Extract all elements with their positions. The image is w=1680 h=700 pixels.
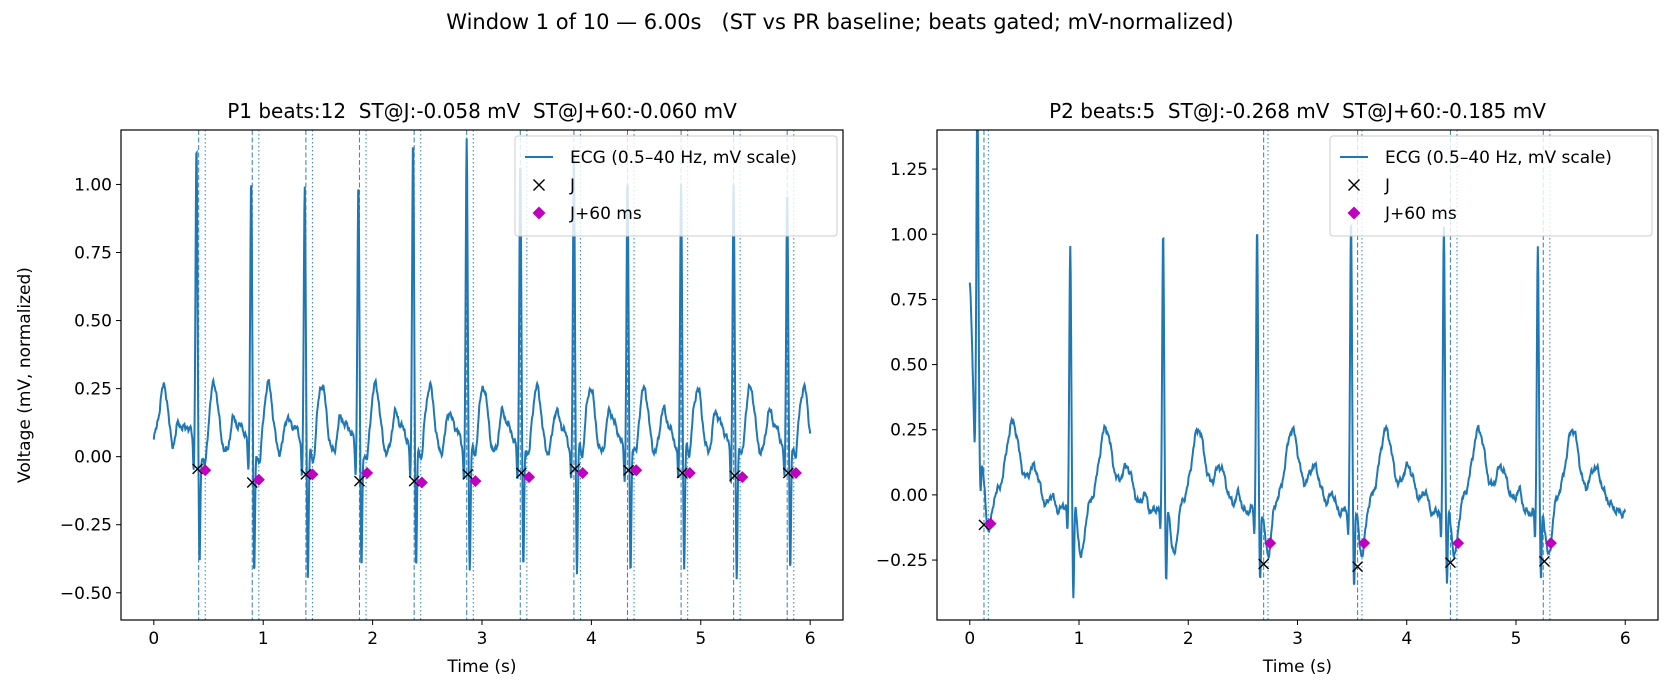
x-tick-label: 4	[586, 629, 597, 649]
j60-markers	[984, 517, 1557, 550]
x-tick-label: 5	[695, 629, 706, 649]
legend-j-swatch	[1348, 179, 1360, 191]
j-marker	[1352, 561, 1364, 573]
j60-marker	[523, 471, 536, 484]
panel-1: 0 1 2 3 4 5 6 Time (s) −0.50 −0.25 0.00 0.25 0.50 0.7…	[15, 99, 844, 677]
x-tick-label: 6	[805, 629, 816, 649]
x-tick-label: 4	[1401, 629, 1412, 649]
x-tick-label: 2	[367, 629, 378, 649]
panel-title: P2 beats:5 ST@J:-0.268 mV ST@J+60:-0.185…	[1049, 99, 1546, 123]
y-tick-label: 0.50	[890, 356, 928, 376]
legend: ECG (0.5–40 Hz, mV scale) J J+60 ms	[1329, 135, 1653, 237]
j60-marker	[1544, 537, 1557, 550]
legend-j-swatch	[533, 179, 545, 191]
x-tick-label: 5	[1511, 629, 1522, 649]
legend-box	[1329, 135, 1653, 237]
panel-2: 0 1 2 3 4 5 6 Time (s) −0.25 0.00 0.25 0.50 0.75 1.00…	[876, 99, 1659, 677]
y-tick-label: 0.75	[74, 244, 112, 264]
j60-marker	[252, 473, 265, 486]
j-marker	[1444, 557, 1456, 569]
y-tick-label: −0.25	[60, 516, 112, 536]
x-tick-label: 1	[258, 629, 269, 649]
y-tick-label: 1.25	[890, 160, 928, 180]
j60-marker	[199, 464, 212, 477]
ecg-series	[968, 130, 1627, 599]
x-tick-label: 1	[1074, 629, 1085, 649]
y-tick-label: 0.00	[74, 448, 112, 468]
j-markers	[192, 463, 794, 489]
j60-marker	[1452, 537, 1465, 550]
x-tick-label: 0	[964, 629, 975, 649]
j-marker	[782, 467, 794, 479]
j60-marker	[1358, 537, 1371, 550]
legend-label-j: J	[1384, 176, 1390, 196]
y-tick-label: 0.00	[890, 486, 928, 506]
x-tick-label: 0	[148, 629, 159, 649]
y-tick-label: 1.00	[74, 175, 112, 195]
j60-marker	[789, 467, 802, 479]
panel-title: P1 beats:12 ST@J:-0.058 mV ST@J+60:-0.06…	[227, 99, 737, 123]
ecg-trace	[152, 138, 812, 580]
y-tick-label: 0.75	[890, 290, 928, 310]
y-axis-label: Voltage (mV, normalized)	[15, 267, 35, 483]
j-marker	[353, 475, 365, 487]
x-axis-label: Time (s)	[1262, 657, 1332, 677]
legend-j60-swatch	[1347, 206, 1361, 220]
j-marker	[729, 470, 741, 482]
x-tick-label: 2	[1183, 629, 1194, 649]
legend-label-j: J	[569, 176, 575, 196]
j-marker	[623, 464, 635, 476]
j-marker	[462, 468, 474, 480]
x-tick-label: 3	[1292, 629, 1303, 649]
x-axis: 0 1 2 3 4 5 6 Time (s)	[148, 620, 816, 677]
j60-marker	[683, 467, 696, 479]
y-tick-label: 0.50	[74, 312, 112, 332]
marker-lines	[198, 130, 795, 620]
y-tick-label: 0.25	[890, 421, 928, 441]
legend-label-j60: J+60 ms	[569, 204, 642, 224]
x-tick-label: 3	[477, 629, 488, 649]
legend-label-ecg: ECG (0.5–40 Hz, mV scale)	[570, 148, 797, 168]
j-marker	[408, 475, 420, 487]
y-tick-label: −0.50	[60, 584, 112, 604]
j-marker	[676, 467, 688, 479]
j60-marker	[736, 471, 749, 484]
j60-marker	[469, 475, 482, 488]
j-marker	[1538, 555, 1550, 567]
y-tick-label: 1.00	[890, 225, 928, 245]
j-markers	[978, 519, 1550, 573]
legend-j60-swatch	[532, 206, 546, 220]
y-tick-label: −0.25	[876, 551, 928, 571]
legend-box	[514, 135, 838, 237]
figure-suptitle: Window 1 of 10 — 6.00s (ST vs PR baselin…	[446, 10, 1234, 34]
j60-marker	[306, 468, 319, 481]
legend: ECG (0.5–40 Hz, mV scale) J J+60 ms	[514, 135, 838, 237]
j60-marker	[361, 467, 374, 479]
legend-label-j60: J+60 ms	[1384, 204, 1457, 224]
ecg-trace	[968, 130, 1627, 599]
j60-marker	[576, 467, 589, 479]
j60-marker	[630, 464, 643, 477]
j60-marker	[984, 517, 997, 530]
legend-label-ecg: ECG (0.5–40 Hz, mV scale)	[1385, 148, 1612, 168]
j-marker	[300, 468, 312, 480]
ecg-series	[152, 138, 812, 580]
y-axis: −0.50 −0.25 0.00 0.25 0.50 0.75 1.00 Voltage (m…	[15, 175, 121, 604]
x-axis: 0 1 2 3 4 5 6 Time (s)	[964, 620, 1631, 677]
j60-marker	[1264, 537, 1277, 550]
j-marker	[1258, 558, 1270, 570]
y-axis: −0.25 0.00 0.25 0.50 0.75 1.00 1.25	[876, 160, 937, 571]
j-marker	[192, 463, 204, 475]
x-axis-label: Time (s)	[446, 657, 516, 677]
y-tick-label: 0.25	[74, 380, 112, 400]
j60-marker	[415, 476, 428, 489]
x-tick-label: 6	[1620, 629, 1631, 649]
j60-markers	[199, 464, 802, 489]
